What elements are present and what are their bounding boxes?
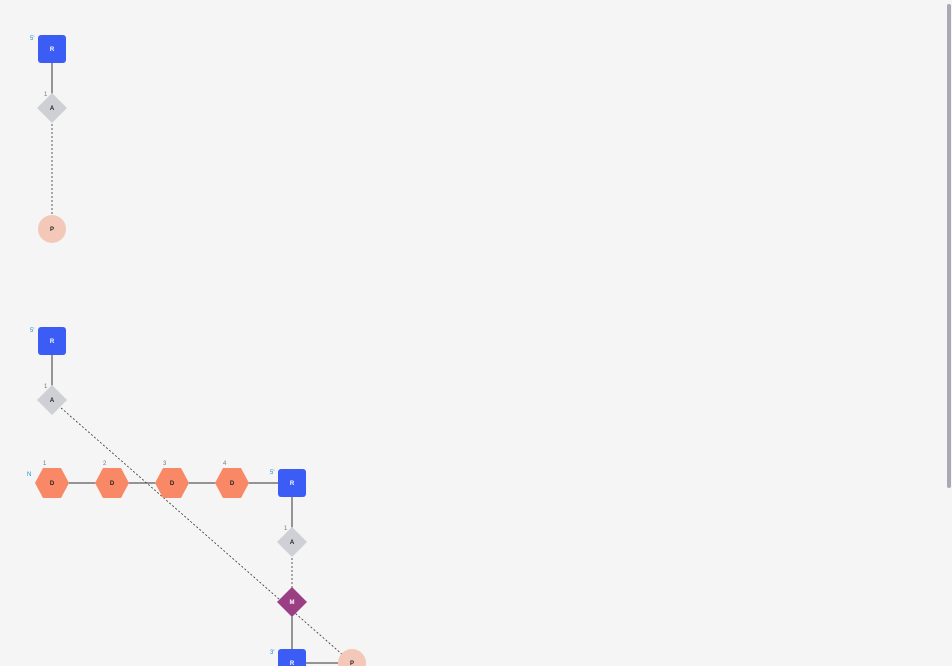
node-shape-P-circle (38, 215, 66, 243)
node-d2[interactable]: D2 (95, 461, 129, 498)
end-label-d1: N (27, 472, 31, 478)
node-label-g3_r: R (290, 481, 295, 487)
node-label-g2_a: A (50, 398, 55, 404)
index-label-d3: 3 (163, 461, 167, 467)
node-shape-A-diamond (37, 385, 67, 415)
node-label-g2_r: R (50, 339, 55, 345)
index-label-d1: 1 (43, 461, 47, 467)
node-label-g3_a: A (290, 540, 295, 546)
vertical-scrollbar-thumb[interactable] (947, 4, 951, 488)
node-m[interactable]: M (277, 587, 307, 617)
node-label-d3: D (170, 481, 175, 487)
node-d1[interactable]: D N 1 (27, 461, 69, 498)
node-label-g1_a: A (50, 106, 55, 112)
node-label-d4: D (230, 481, 235, 487)
vertical-scrollbar-track[interactable] (946, 0, 952, 666)
node-g4_r[interactable]: R 3' (270, 649, 306, 666)
node-d4[interactable]: D4 (215, 461, 249, 498)
index-label-g1_a: 1 (44, 92, 48, 98)
node-g3_a[interactable]: A1 (277, 526, 307, 557)
index-label-d4: 4 (223, 461, 227, 467)
node-g1_r[interactable]: R 5' (30, 35, 66, 63)
edge-g2_a-g4_p-dashed (51, 399, 353, 664)
node-shape-D-hexagon (215, 468, 249, 498)
node-shape-R-rounded-square (278, 469, 306, 497)
node-shape-D-hexagon (35, 468, 69, 498)
index-label-d2: 2 (103, 461, 107, 467)
node-g1_p[interactable]: P (38, 215, 66, 243)
node-shape-R-rounded-square (278, 649, 306, 666)
end-label-g3_r: 5' (270, 470, 274, 476)
node-g2_r[interactable]: R 5' (30, 327, 66, 355)
node-label-g1_r: R (50, 47, 55, 53)
index-label-g2_a: 1 (44, 384, 48, 390)
node-shape-D-hexagon (155, 468, 189, 498)
node-shape-P-circle (338, 649, 366, 666)
node-shape-R-rounded-square (38, 35, 66, 63)
node-shape-M-diamond (277, 587, 307, 617)
node-shape-A-diamond (37, 93, 67, 123)
node-label-m: M (290, 600, 295, 606)
node-label-d1: D (50, 481, 55, 487)
edges-layer (51, 49, 353, 664)
node-g3_r[interactable]: R 5' (270, 469, 306, 497)
node-g2_a[interactable]: A1 (37, 384, 67, 415)
node-g4_p[interactable]: P (338, 649, 366, 666)
node-label-g4_p: P (350, 661, 354, 666)
end-label-g4_r: 3' (270, 650, 274, 656)
node-label-g1_p: P (50, 227, 54, 233)
index-label-g3_a: 1 (284, 526, 288, 532)
node-label-g4_r: R (290, 661, 295, 666)
node-shape-A-diamond (277, 527, 307, 557)
end-label-g1_r: 5' (30, 36, 34, 42)
node-d3[interactable]: D3 (155, 461, 189, 498)
node-shape-D-hexagon (95, 468, 129, 498)
node-shape-R-rounded-square (38, 327, 66, 355)
node-label-d2: D (110, 481, 115, 487)
end-label-g2_r: 5' (30, 328, 34, 334)
node-g1_a[interactable]: A1 (37, 92, 67, 123)
